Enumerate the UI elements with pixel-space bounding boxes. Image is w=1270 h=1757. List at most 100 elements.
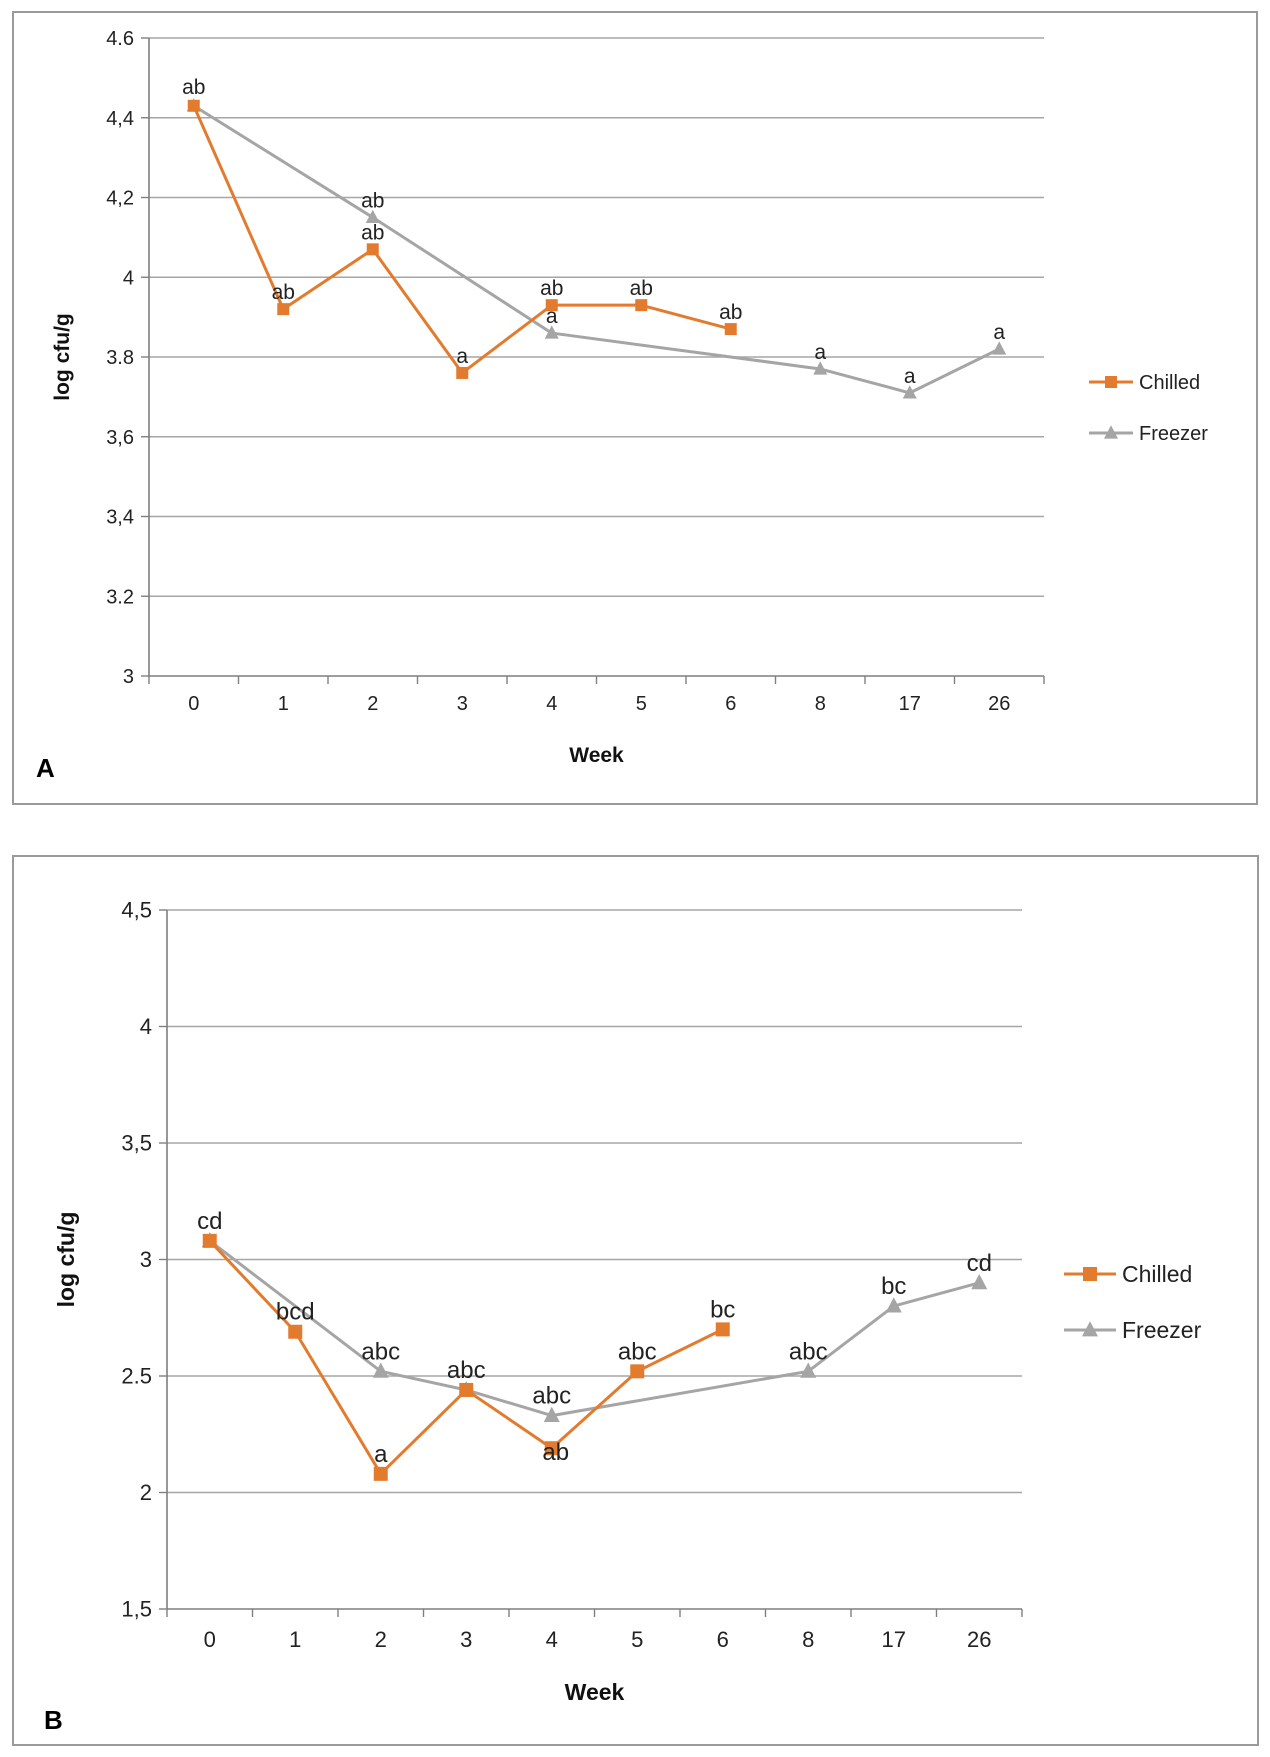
chart-b-x-tick-label: 17 (882, 1627, 906, 1652)
chart-a-chilled-point (545, 299, 558, 312)
chart-b-chilled-data-label: abc (447, 1357, 486, 1384)
chart-a-svg: 3 3.2 3,4 3,6 3.8 4 4,2 4,4 4.6 0 1 2 3 4 5 6 8 17 26 Week l… (36, 28, 1208, 783)
chart-a-y-tick-label: 3.2 (106, 586, 134, 608)
chart-b-chilled-data-label: cd (197, 1208, 222, 1235)
chart-b-legend-freezer-marker (1082, 1321, 1098, 1337)
chart-a-y-tick-label: 4 (123, 267, 134, 289)
chart-b-chilled-point (630, 1364, 645, 1379)
chart-a-x-tick-label: 5 (636, 693, 647, 715)
chart-b-freezer-line (208, 1239, 980, 1418)
chart-panel-b: 1,5 2 2.5 3 3,5 4 4,5 0 1 2 3 4 5 6 8 17 26 Week log cfu/g… (12, 855, 1259, 1746)
chart-a-x-tick-label: 2 (367, 693, 378, 715)
chart-b-svg: 1,5 2 2.5 3 3,5 4 4,5 0 1 2 3 4 5 6 8 17 26 Week log cfu/g… (44, 898, 1202, 1735)
chart-a-freezer-point (902, 385, 917, 399)
chart-b-panel-label: B (44, 1705, 63, 1735)
chart-b-y-tick-label: 2.5 (121, 1364, 152, 1389)
chart-a-x-axis-title: Week (569, 744, 624, 767)
chart-a-chilled-data-label: a (456, 345, 468, 368)
chart-a-y-tick-label: 4.6 (106, 28, 134, 50)
chart-a-chilled-point (724, 323, 737, 336)
chart-a-x-tick-label: 3 (457, 693, 468, 715)
chart-b-x-tick-label: 0 (204, 1627, 216, 1652)
chart-b-chilled-data-label: bc (710, 1296, 735, 1323)
chart-a-y-tick-label: 4,4 (106, 108, 134, 130)
chart-b-chilled-data-label: ab (542, 1439, 569, 1466)
chart-a-chilled-data-label: ab (361, 221, 384, 244)
chart-a-chilled-point (635, 299, 648, 312)
chart-b-freezer-data-label: cd (967, 1250, 992, 1277)
chart-b-freezer-point (800, 1362, 817, 1378)
chart-a-y-tick-label: 3.8 (106, 347, 134, 369)
chart-b-y-tick-label: 4,5 (121, 898, 152, 923)
chart-b-chilled-point (288, 1324, 303, 1339)
chart-a-freezer-data-label: a (814, 341, 826, 364)
chart-b-x-tick-label: 4 (546, 1627, 558, 1652)
chart-b-freezer-data-label: abc (361, 1338, 400, 1365)
chart-a-panel-label: A (36, 753, 55, 783)
chart-a-y-tick-label: 3,6 (106, 427, 134, 449)
chart-b-freezer-data-label: bc (881, 1273, 906, 1300)
chart-b-chilled-point (715, 1322, 730, 1337)
chart-a-y-tick-label: 4,2 (106, 188, 134, 210)
chart-b-x-tick-label: 6 (717, 1627, 729, 1652)
chart-b-freezer-data-label: abc (789, 1338, 828, 1365)
chart-a-chilled-point (456, 366, 469, 379)
chart-b-chilled-data-label: bcd (276, 1299, 315, 1326)
chart-b-chilled-point (202, 1233, 217, 1248)
chart-a-chilled-data-label: ab (719, 301, 742, 324)
chart-b-y-tick-label: 2 (140, 1480, 152, 1505)
chart-panel-a: 3 3.2 3,4 3,6 3.8 4 4,2 4,4 4.6 0 1 2 3 4 5 6 8 17 26 Week l… (12, 11, 1258, 805)
chart-b-x-tick-label: 1 (289, 1627, 301, 1652)
chart-b-y-tick-label: 1,5 (121, 1597, 152, 1622)
chart-b-x-tick-label: 26 (967, 1627, 991, 1652)
chart-a-x-tick-label: 26 (988, 693, 1010, 715)
chart-a-chilled-point (366, 243, 379, 256)
chart-a-freezer-point (365, 209, 380, 224)
chart-a-chilled-data-label: ab (630, 277, 653, 300)
chart-a-x-tick-label: 4 (546, 693, 557, 715)
chart-a-legend-freezer-marker (1104, 425, 1118, 439)
chart-a-chilled-point (187, 99, 200, 112)
chart-a-freezer-data-label: a (993, 321, 1005, 344)
chart-b-chilled-point (459, 1382, 474, 1397)
chart-b-chilled-data-label: a (374, 1441, 388, 1468)
chart-b-x-tick-label: 2 (375, 1627, 387, 1652)
chart-a-x-tick-label: 6 (725, 693, 736, 715)
chart-a-legend-chilled-label: Chilled (1139, 372, 1200, 394)
chart-a-freezer-point (813, 361, 828, 375)
chart-a-legend-freezer-label: Freezer (1139, 423, 1208, 445)
chart-b-freezer-point (543, 1406, 560, 1423)
chart-b-x-tick-label: 8 (802, 1627, 814, 1652)
chart-b-x-tick-label: 3 (460, 1627, 472, 1652)
chart-b-freezer-point (885, 1297, 902, 1313)
chart-b-freezer-data-label: abc (532, 1383, 571, 1410)
chart-a-chilled-point (277, 303, 290, 316)
chart-a-x-tick-label: 1 (278, 693, 289, 715)
chart-b-x-axis-title: Week (565, 1679, 625, 1705)
chart-a-x-tick-label: 8 (815, 693, 826, 715)
chart-a-freezer-line (192, 104, 1000, 395)
chart-a-y-tick-label: 3 (123, 666, 134, 688)
chart-a-legend-chilled-marker (1105, 376, 1117, 388)
chart-a-y-tick-label: 3,4 (106, 507, 134, 529)
chart-b-legend-chilled-marker (1083, 1267, 1097, 1281)
chart-a-freezer-data-label: ab (361, 189, 384, 212)
chart-a-freezer-data-label: a (546, 305, 558, 328)
chart-a-freezer-point (992, 341, 1007, 355)
chart-b-chilled-point (373, 1466, 388, 1481)
chart-a-chilled-line (192, 105, 732, 375)
chart-a-chilled-data-label: ab (272, 281, 295, 304)
chart-b-freezer-point (971, 1274, 988, 1290)
chart-a-chilled-data-label: ab (540, 277, 563, 300)
chart-a-freezer-point (544, 325, 559, 339)
chart-b-x-tick-label: 5 (631, 1627, 643, 1652)
chart-b-legend-chilled-label: Chilled (1122, 1261, 1192, 1287)
chart-a-chilled-data-label: ab (182, 76, 205, 99)
chart-b-freezer-point (372, 1362, 389, 1378)
chart-b-chilled-data-label: abc (618, 1338, 657, 1365)
chart-a-x-tick-label: 17 (899, 693, 921, 715)
chart-a-y-axis-title: log cfu/g (51, 313, 74, 401)
chart-b-y-tick-label: 3 (140, 1247, 152, 1272)
chart-b-legend-freezer-label: Freezer (1122, 1317, 1202, 1343)
chart-b-y-tick-label: 4 (140, 1014, 152, 1039)
